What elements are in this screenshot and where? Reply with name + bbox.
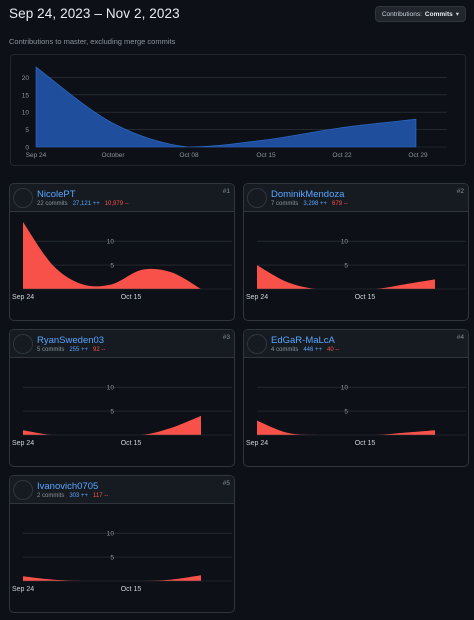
page-subtitle: Contributions to master, excluding merge…: [9, 37, 176, 46]
x-tick-label: October: [101, 152, 125, 159]
y-tick-label: 10: [107, 385, 115, 392]
contributions-dropdown[interactable]: Contributions: Commits ▾: [374, 6, 466, 22]
dropdown-value: Commits: [424, 10, 453, 18]
commit-count: 5 commits: [37, 347, 65, 353]
y-tick-label: 10: [107, 531, 115, 538]
contributor-chart-svg: 5 10 Sep 24 Oct 15: [12, 531, 232, 593]
deletions-count: 117 --: [93, 493, 109, 499]
x-tick-label: Oct 22: [332, 152, 352, 159]
additions-count[interactable]: 27,121 ++: [72, 201, 100, 207]
contributor-stats: 22 commits 27,121 ++ 10,979 --: [37, 201, 129, 207]
contributor-card-header: EdGaR-MaLcA 4 commits 446 ++ 40 -- #4: [244, 330, 468, 358]
contributor-card: EdGaR-MaLcA 4 commits 446 ++ 40 -- #4 5 10 Sep …: [243, 329, 469, 467]
contributor-chart-svg: 5 10 Sep 24 Oct 15: [12, 385, 232, 447]
contributor-username-link[interactable]: NicolePT: [37, 189, 76, 200]
header: Sep 24, 2023 – Nov 2, 2023 Contributions…: [9, 6, 466, 24]
contributor-card: DominikMendoza 7 commits 3,298 ++ 679 -- #2 5…: [243, 183, 469, 321]
y-tick-label: 20: [22, 75, 30, 82]
contributor-chart-svg: 5 10 Sep 24 Oct 15: [246, 239, 466, 301]
x-tick-label: Oct 15: [355, 294, 376, 301]
contributor-username-link[interactable]: RyanSweden03: [37, 335, 105, 346]
x-tick-label: Oct 15: [121, 294, 142, 301]
contributor-stats: 2 commits 303 ++ 117 --: [37, 493, 108, 499]
main-chart-svg: 0 5 10 15 20 Sep 24 October Oct 08 Oct 15 Oct 22 O…: [22, 66, 447, 159]
x-tick-label: Oct 15: [355, 440, 376, 447]
y-tick-label: 5: [344, 409, 348, 416]
y-tick-label: 5: [110, 555, 114, 562]
x-tick-label: Oct 15: [256, 152, 276, 159]
contributor-area-series: [257, 265, 435, 289]
x-tick-label: Sep 24: [246, 294, 268, 301]
contributor-rank: #2: [456, 188, 464, 195]
contributor-card-header: DominikMendoza 7 commits 3,298 ++ 679 -- #2: [244, 184, 468, 212]
contributor-chart-svg: 5 10 Sep 24 Oct 15: [246, 385, 466, 447]
y-tick-label: 5: [344, 263, 348, 270]
contributor-rank: #4: [456, 334, 464, 341]
contributor-card-header: RyanSweden03 5 commits 255 ++ 92 -- #3: [10, 330, 234, 358]
y-tick-label: 10: [107, 239, 115, 246]
y-tick-label: 5: [110, 263, 114, 270]
commit-count: 4 commits: [271, 347, 299, 353]
photo-avatar[interactable]: [13, 334, 33, 354]
portrait-avatar[interactable]: [247, 334, 267, 354]
chevron-down-icon: ▾: [455, 11, 459, 18]
deletions-count: 679 --: [332, 201, 348, 207]
contributor-area-series: [23, 575, 201, 581]
y-tick-label: 0: [25, 145, 29, 152]
date-range-title: Sep 24, 2023 – Nov 2, 2023: [9, 6, 180, 21]
y-tick-label: 10: [341, 239, 349, 246]
y-tick-label: 10: [341, 385, 349, 392]
main-area-series: [35, 66, 417, 148]
additions-count[interactable]: 255 ++: [69, 347, 89, 353]
x-tick-label: Oct 15: [121, 586, 142, 593]
deletions-count: 92 --: [93, 347, 106, 353]
contributor-card: Ivanovich0705 2 commits 303 ++ 117 -- #5 5 10 S…: [9, 475, 235, 613]
contributor-rank: #3: [222, 334, 230, 341]
x-tick-label: Oct 29: [408, 152, 428, 159]
commit-count: 7 commits: [271, 201, 299, 207]
x-tick-label: Sep 24: [246, 440, 268, 447]
contributor-area-series: [23, 222, 201, 289]
y-tick-label: 15: [22, 92, 30, 99]
contributor-area-series: [257, 420, 435, 435]
glasses-avatar[interactable]: [247, 188, 267, 208]
additions-count[interactable]: 446 ++: [303, 347, 323, 353]
contributor-area-series: [23, 415, 201, 435]
x-tick-label: Sep 24: [12, 440, 34, 447]
contributor-card: NicolePT 22 commits 27,121 ++ 10,979 -- #1 5 1…: [9, 183, 235, 321]
commit-count: 22 commits: [37, 201, 68, 207]
x-tick-label: Oct 08: [179, 152, 199, 159]
y-tick-label: 5: [25, 127, 29, 134]
x-tick-label: Sep 24: [12, 294, 34, 301]
deletions-count: 40 --: [327, 347, 340, 353]
contributor-rank: #1: [222, 188, 230, 195]
x-tick-label: Sep 24: [26, 152, 47, 159]
dropdown-prefix: Contributions:: [381, 10, 422, 18]
contributor-card: RyanSweden03 5 commits 255 ++ 92 -- #3 5 10 Sep…: [9, 329, 235, 467]
contributor-username-link[interactable]: EdGaR-MaLcA: [271, 335, 335, 346]
portrait-avatar[interactable]: [13, 188, 33, 208]
contributor-card-header: Ivanovich0705 2 commits 303 ++ 117 -- #5: [10, 476, 234, 504]
y-tick-label: 10: [22, 110, 30, 117]
contributor-stats: 7 commits 3,298 ++ 679 --: [271, 201, 348, 207]
additions-count[interactable]: 3,298 ++: [303, 201, 328, 207]
contributor-card-header: NicolePT 22 commits 27,121 ++ 10,979 -- #1: [10, 184, 234, 212]
commit-count: 2 commits: [37, 493, 65, 499]
contributor-username-link[interactable]: DominikMendoza: [271, 189, 345, 200]
contributor-stats: 4 commits 446 ++ 40 --: [271, 347, 339, 353]
y-tick-label: 5: [110, 409, 114, 416]
emblem-avatar[interactable]: [13, 480, 33, 500]
contributor-username-link[interactable]: Ivanovich0705: [37, 481, 99, 492]
deletions-count: 10,979 --: [104, 201, 129, 207]
additions-count[interactable]: 303 ++: [69, 493, 89, 499]
contributor-chart-svg: 5 10 Sep 24 Oct 15: [12, 222, 232, 301]
overall-contributions-chart: 0 5 10 15 20 Sep 24 October Oct 08 Oct 15 Oct 22 O…: [10, 54, 466, 166]
contributor-rank: #5: [222, 480, 230, 487]
x-tick-label: Sep 24: [12, 586, 34, 593]
contributor-stats: 5 commits 255 ++ 92 --: [37, 347, 105, 353]
x-tick-label: Oct 15: [121, 440, 142, 447]
